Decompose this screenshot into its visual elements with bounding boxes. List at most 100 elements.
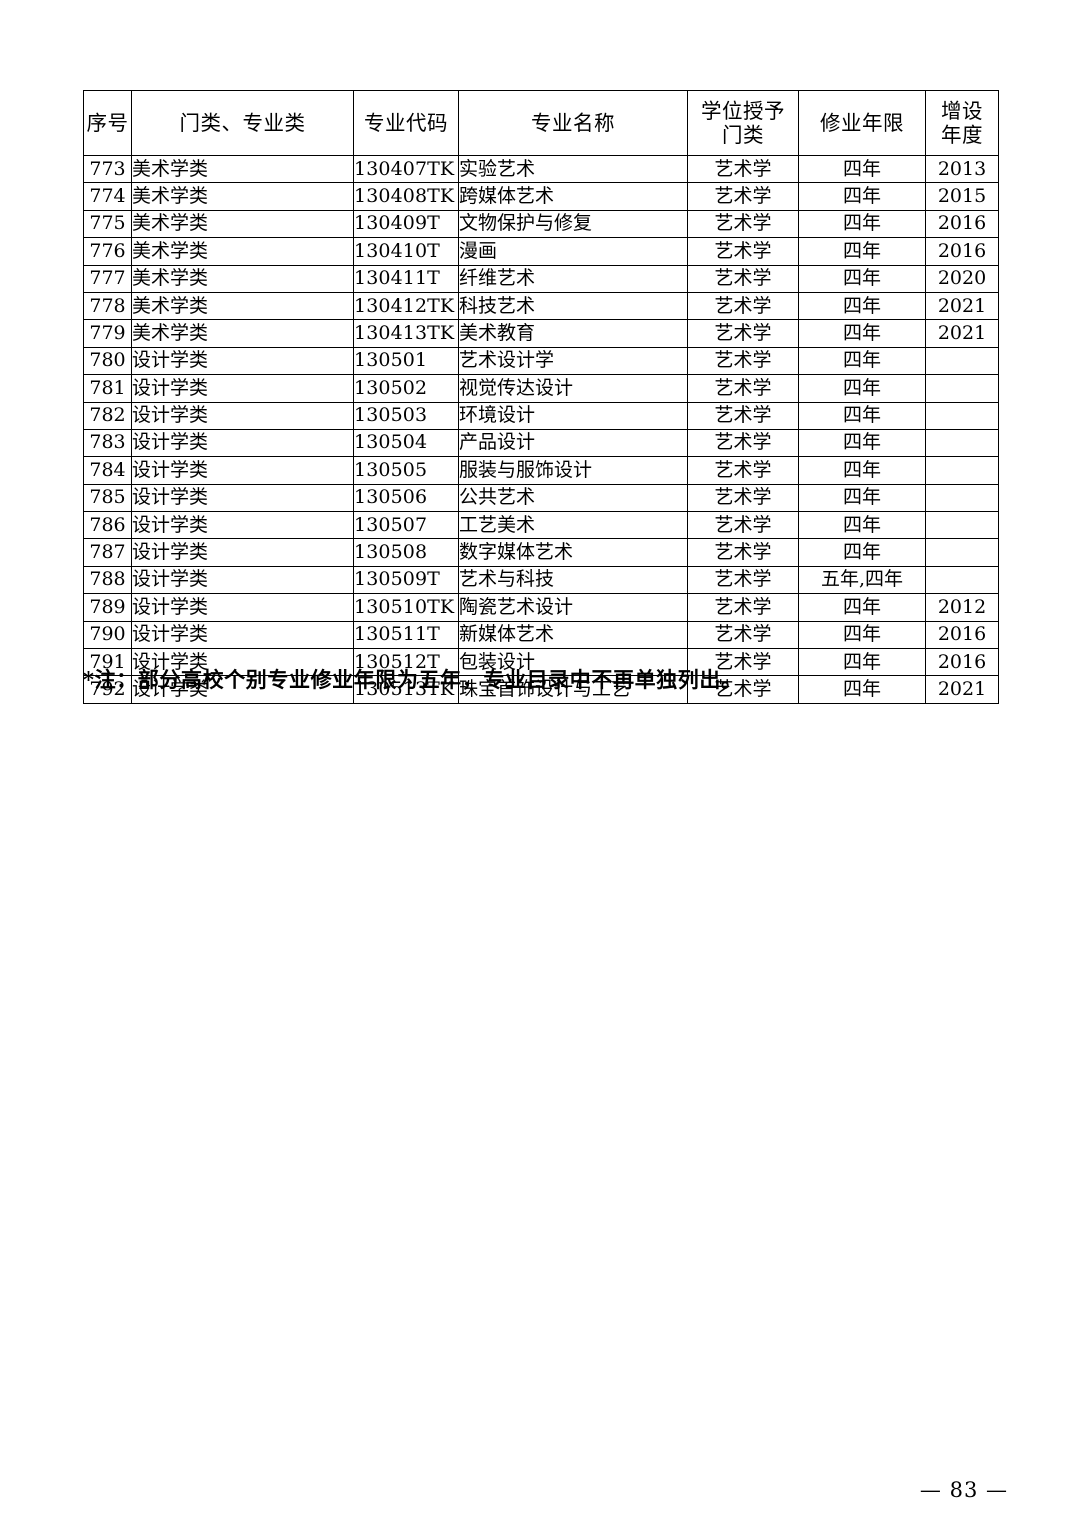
cell-degree: 艺术学 bbox=[687, 620, 799, 650]
cell-added-year: 2021 bbox=[925, 675, 999, 704]
cell-code: 130506 bbox=[353, 483, 459, 513]
cell-added-year: 2016 bbox=[925, 237, 999, 266]
cell-code: 130408TK bbox=[353, 182, 459, 211]
cell-seq: 773 bbox=[83, 154, 132, 184]
cell-category: 美术学类 bbox=[131, 182, 354, 211]
cell-name: 美术教育 bbox=[458, 319, 688, 348]
cell-added-year: 2012 bbox=[925, 593, 999, 622]
cell-seq: 784 bbox=[83, 456, 132, 485]
table-row: 785 设计学类 130506 公共艺术 艺术学 四年 bbox=[83, 483, 999, 513]
cell-added-year bbox=[925, 565, 999, 595]
cell-code: 130505 bbox=[353, 456, 459, 485]
table-body: 773 美术学类 130407TK 实验艺术 艺术学 四年 2013 774 美术学类 13040… bbox=[83, 154, 999, 704]
cell-code: 130513TK bbox=[353, 675, 459, 704]
cell-name: 公共艺术 bbox=[458, 483, 688, 513]
cell-added-year: 2021 bbox=[925, 291, 999, 321]
cell-degree: 艺术学 bbox=[687, 511, 799, 540]
cell-degree: 艺术学 bbox=[687, 538, 799, 567]
cell-added-year bbox=[925, 511, 999, 540]
cell-name: 漫画 bbox=[458, 237, 688, 266]
cell-seq: 775 bbox=[83, 209, 132, 239]
column-header-code: 专业代码 bbox=[353, 90, 459, 156]
table-row: 776 美术学类 130410T 漫画 艺术学 四年 2016 bbox=[83, 237, 999, 266]
cell-category: 美术学类 bbox=[131, 237, 354, 266]
cell-category: 美术学类 bbox=[131, 291, 354, 321]
cell-degree: 艺术学 bbox=[687, 154, 799, 184]
cell-degree: 艺术学 bbox=[687, 401, 799, 430]
cell-category: 设计学类 bbox=[131, 456, 354, 485]
column-header-seq: 序号 bbox=[83, 90, 132, 156]
cell-seq: 789 bbox=[83, 593, 132, 622]
cell-degree: 艺术学 bbox=[687, 456, 799, 485]
cell-name: 环境设计 bbox=[458, 401, 688, 430]
cell-duration: 四年 bbox=[798, 620, 926, 650]
cell-name: 珠宝首饰设计与工艺 bbox=[458, 675, 688, 704]
cell-degree: 艺术学 bbox=[687, 209, 799, 239]
cell-category: 美术学类 bbox=[131, 264, 354, 293]
cell-category: 设计学类 bbox=[131, 346, 354, 376]
table-header: 序号 门类、专业类 专业代码 专业名称 学位授予 门类 修业年限 增设 年度 bbox=[83, 90, 999, 156]
cell-duration: 四年 bbox=[798, 154, 926, 184]
cell-added-year: 2013 bbox=[925, 154, 999, 184]
cell-duration: 四年 bbox=[798, 401, 926, 430]
cell-degree: 艺术学 bbox=[687, 182, 799, 211]
cell-degree: 艺术学 bbox=[687, 346, 799, 376]
table-row: 786 设计学类 130507 工艺美术 艺术学 四年 bbox=[83, 511, 999, 540]
page-number: — 83 — bbox=[919, 1478, 1008, 1502]
cell-name: 艺术设计学 bbox=[458, 346, 688, 376]
cell-code: 130407TK bbox=[353, 154, 459, 184]
cell-category: 设计学类 bbox=[131, 401, 354, 430]
cell-category: 设计学类 bbox=[131, 565, 354, 595]
cell-added-year bbox=[925, 374, 999, 403]
cell-category: 设计学类 bbox=[131, 374, 354, 403]
cell-degree: 艺术学 bbox=[687, 264, 799, 293]
table-row: 788 设计学类 130509T 艺术与科技 艺术学 五年,四年 bbox=[83, 565, 999, 595]
table-row: 773 美术学类 130407TK 实验艺术 艺术学 四年 2013 bbox=[83, 154, 999, 184]
cell-seq: 782 bbox=[83, 401, 132, 430]
cell-added-year bbox=[925, 538, 999, 567]
column-header-degree: 学位授予 门类 bbox=[687, 90, 799, 156]
column-header-added-year-line2: 年度 bbox=[941, 123, 983, 147]
cell-seq: 787 bbox=[83, 538, 132, 567]
cell-duration: 四年 bbox=[798, 456, 926, 485]
table-row: 792 设计学类 130513TK 珠宝首饰设计与工艺 艺术学 四年 2021 bbox=[83, 675, 999, 704]
cell-degree: 艺术学 bbox=[687, 675, 799, 704]
cell-code: 130502 bbox=[353, 374, 459, 403]
cell-code: 130504 bbox=[353, 428, 459, 458]
cell-name: 产品设计 bbox=[458, 428, 688, 458]
cell-seq: 776 bbox=[83, 237, 132, 266]
cell-duration: 四年 bbox=[798, 264, 926, 293]
cell-added-year: 2016 bbox=[925, 209, 999, 239]
cell-category: 美术学类 bbox=[131, 154, 354, 184]
cell-duration: 四年 bbox=[798, 182, 926, 211]
cell-name: 服装与服饰设计 bbox=[458, 456, 688, 485]
cell-seq: 786 bbox=[83, 511, 132, 540]
cell-category: 设计学类 bbox=[131, 538, 354, 567]
cell-code: 130507 bbox=[353, 511, 459, 540]
table-row: 789 设计学类 130510TK 陶瓷艺术设计 艺术学 四年 2012 bbox=[83, 593, 999, 622]
cell-degree: 艺术学 bbox=[687, 483, 799, 513]
table-row: 778 美术学类 130412TK 科技艺术 艺术学 四年 2021 bbox=[83, 291, 999, 321]
cell-added-year bbox=[925, 483, 999, 513]
cell-name: 科技艺术 bbox=[458, 291, 688, 321]
cell-code: 130510TK bbox=[353, 593, 459, 622]
cell-seq: 791 bbox=[83, 648, 132, 677]
table-row: 790 设计学类 130511T 新媒体艺术 艺术学 四年 2016 bbox=[83, 620, 999, 650]
column-header-added-year: 增设 年度 bbox=[925, 90, 999, 156]
cell-added-year bbox=[925, 346, 999, 376]
cell-duration: 四年 bbox=[798, 428, 926, 458]
cell-duration: 五年,四年 bbox=[798, 565, 926, 595]
cell-degree: 艺术学 bbox=[687, 319, 799, 348]
table-row: 774 美术学类 130408TK 跨媒体艺术 艺术学 四年 2015 bbox=[83, 182, 999, 211]
cell-name: 纤维艺术 bbox=[458, 264, 688, 293]
cell-added-year: 2016 bbox=[925, 648, 999, 677]
cell-duration: 四年 bbox=[798, 374, 926, 403]
cell-category: 美术学类 bbox=[131, 319, 354, 348]
cell-category: 设计学类 bbox=[131, 620, 354, 650]
cell-duration: 四年 bbox=[798, 346, 926, 376]
cell-added-year bbox=[925, 401, 999, 430]
majors-table-container: 序号 门类、专业类 专业代码 专业名称 学位授予 门类 修业年限 增设 年度 7… bbox=[83, 90, 999, 704]
column-header-category: 门类、专业类 bbox=[131, 90, 354, 156]
column-header-name: 专业名称 bbox=[458, 90, 688, 156]
